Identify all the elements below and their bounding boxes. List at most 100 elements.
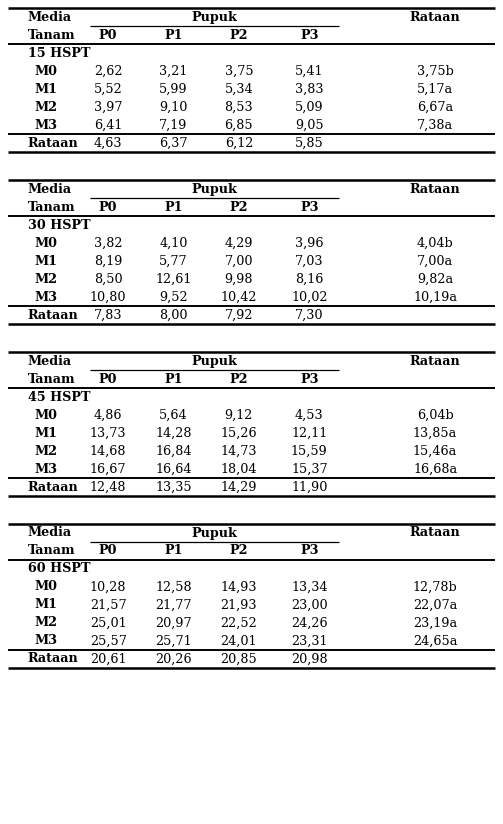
- Text: M3: M3: [34, 462, 57, 475]
- Text: M1: M1: [34, 82, 57, 96]
- Text: 16,64: 16,64: [155, 462, 192, 475]
- Text: M0: M0: [34, 64, 57, 77]
- Text: 4,53: 4,53: [295, 409, 323, 422]
- Text: 3,97: 3,97: [94, 101, 122, 114]
- Text: 20,98: 20,98: [291, 653, 327, 666]
- Text: Tanam: Tanam: [28, 200, 75, 213]
- Text: Pupuk: Pupuk: [192, 354, 238, 368]
- Text: 8,19: 8,19: [94, 255, 122, 268]
- Text: 7,83: 7,83: [94, 308, 122, 321]
- Text: M1: M1: [34, 598, 57, 611]
- Text: 5,52: 5,52: [94, 82, 123, 96]
- Text: P0: P0: [99, 29, 117, 41]
- Text: 7,00: 7,00: [225, 255, 253, 268]
- Text: 9,10: 9,10: [159, 101, 188, 114]
- Text: 15 HSPT: 15 HSPT: [28, 46, 90, 59]
- Text: 12,61: 12,61: [155, 273, 192, 285]
- Text: 6,67a: 6,67a: [417, 101, 453, 114]
- Text: 24,26: 24,26: [291, 616, 327, 630]
- Text: M0: M0: [34, 236, 57, 250]
- Text: 21,93: 21,93: [221, 598, 257, 611]
- Text: 5,85: 5,85: [295, 137, 324, 149]
- Text: Pupuk: Pupuk: [192, 182, 238, 195]
- Text: 15,37: 15,37: [291, 462, 327, 475]
- Text: Pupuk: Pupuk: [192, 11, 238, 24]
- Text: Media: Media: [28, 182, 72, 195]
- Text: Tanam: Tanam: [28, 372, 75, 386]
- Text: 14,93: 14,93: [221, 580, 257, 593]
- Text: 3,96: 3,96: [295, 236, 323, 250]
- Text: 10,28: 10,28: [90, 580, 126, 593]
- Text: 22,07a: 22,07a: [413, 598, 457, 611]
- Text: 20,61: 20,61: [90, 653, 126, 666]
- Text: P0: P0: [99, 372, 117, 386]
- Text: 6,12: 6,12: [225, 137, 253, 149]
- Text: 10,02: 10,02: [291, 291, 327, 303]
- Text: 14,68: 14,68: [90, 444, 126, 457]
- Text: 11,90: 11,90: [291, 480, 327, 494]
- Text: 5,77: 5,77: [159, 255, 188, 268]
- Text: 8,16: 8,16: [295, 273, 323, 285]
- Text: 3,75b: 3,75b: [416, 64, 454, 77]
- Text: Media: Media: [28, 11, 72, 24]
- Text: 16,84: 16,84: [155, 444, 192, 457]
- Text: 25,71: 25,71: [155, 634, 192, 648]
- Text: 12,11: 12,11: [291, 427, 327, 439]
- Text: M2: M2: [34, 444, 57, 457]
- Text: Tanam: Tanam: [28, 29, 75, 41]
- Text: P1: P1: [164, 200, 183, 213]
- Text: M0: M0: [34, 409, 57, 422]
- Text: P1: P1: [164, 372, 183, 386]
- Text: 4,86: 4,86: [94, 409, 122, 422]
- Text: P2: P2: [230, 545, 248, 558]
- Text: 6,85: 6,85: [225, 119, 253, 132]
- Text: 3,21: 3,21: [159, 64, 188, 77]
- Text: 23,31: 23,31: [291, 634, 327, 648]
- Text: M1: M1: [34, 427, 57, 439]
- Text: 3,83: 3,83: [295, 82, 323, 96]
- Text: M2: M2: [34, 101, 57, 114]
- Text: M3: M3: [34, 291, 57, 303]
- Text: Rataan: Rataan: [410, 11, 460, 24]
- Text: 4,04b: 4,04b: [416, 236, 454, 250]
- Text: 25,01: 25,01: [90, 616, 126, 630]
- Text: 4,10: 4,10: [159, 236, 188, 250]
- Text: 60 HSPT: 60 HSPT: [28, 563, 90, 575]
- Text: 45 HSPT: 45 HSPT: [28, 391, 90, 404]
- Text: P3: P3: [300, 29, 318, 41]
- Text: 9,82a: 9,82a: [417, 273, 453, 285]
- Text: 14,28: 14,28: [155, 427, 192, 439]
- Text: 5,34: 5,34: [225, 82, 253, 96]
- Text: 12,78b: 12,78b: [413, 580, 457, 593]
- Text: 7,92: 7,92: [225, 308, 253, 321]
- Text: Rataan: Rataan: [410, 182, 460, 195]
- Text: M3: M3: [34, 119, 57, 132]
- Text: Tanam: Tanam: [28, 545, 75, 558]
- Text: 7,00a: 7,00a: [417, 255, 453, 268]
- Text: 10,19a: 10,19a: [413, 291, 457, 303]
- Text: M1: M1: [34, 255, 57, 268]
- Text: 9,12: 9,12: [225, 409, 253, 422]
- Text: 13,85a: 13,85a: [413, 427, 457, 439]
- Text: 23,19a: 23,19a: [413, 616, 457, 630]
- Text: 10,80: 10,80: [90, 291, 126, 303]
- Text: Pupuk: Pupuk: [192, 527, 238, 540]
- Text: 23,00: 23,00: [291, 598, 327, 611]
- Text: M2: M2: [34, 616, 57, 630]
- Text: 5,17a: 5,17a: [417, 82, 453, 96]
- Text: P0: P0: [99, 545, 117, 558]
- Text: 4,63: 4,63: [94, 137, 122, 149]
- Text: Rataan: Rataan: [28, 653, 78, 666]
- Text: P1: P1: [164, 29, 183, 41]
- Text: 8,53: 8,53: [225, 101, 253, 114]
- Text: 15,59: 15,59: [291, 444, 328, 457]
- Text: Rataan: Rataan: [28, 137, 78, 149]
- Text: P3: P3: [300, 200, 318, 213]
- Text: 8,00: 8,00: [159, 308, 188, 321]
- Text: 7,30: 7,30: [295, 308, 323, 321]
- Text: 20,26: 20,26: [155, 653, 192, 666]
- Text: 12,48: 12,48: [90, 480, 126, 494]
- Text: 20,97: 20,97: [155, 616, 192, 630]
- Text: 7,03: 7,03: [295, 255, 323, 268]
- Text: P0: P0: [99, 200, 117, 213]
